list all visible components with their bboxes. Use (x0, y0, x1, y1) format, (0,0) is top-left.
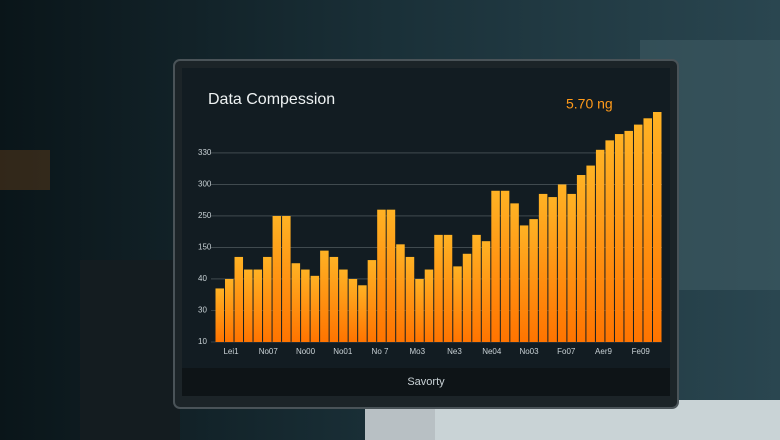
window-light (0, 150, 50, 190)
bar (633, 124, 643, 342)
bar (253, 269, 263, 342)
bar (595, 149, 605, 342)
bar (348, 278, 358, 342)
bar (538, 193, 548, 342)
y-tick-label: 300 (198, 180, 212, 189)
bar (272, 215, 282, 342)
y-tick-label: 10 (198, 337, 207, 346)
bar (424, 269, 434, 342)
bar (301, 269, 310, 342)
bar (557, 184, 567, 342)
x-tick-label: No07 (259, 347, 279, 356)
bar (234, 256, 244, 342)
bar (491, 190, 500, 342)
bar (443, 234, 453, 342)
bezel (182, 368, 670, 396)
bar (291, 263, 301, 342)
bar (358, 285, 367, 342)
bar (434, 234, 443, 342)
y-tick-label: 330 (198, 148, 212, 157)
x-tick-label: Aer9 (595, 347, 612, 356)
bar (329, 256, 339, 342)
bar (453, 266, 462, 342)
bar (614, 134, 624, 342)
bar (500, 190, 510, 342)
x-tick-label: Ne3 (447, 347, 462, 356)
bar (263, 256, 272, 342)
bar (462, 253, 472, 342)
bar (481, 241, 491, 342)
headline-value: 5.70 ng (566, 96, 613, 112)
bar (405, 256, 415, 342)
y-tick-label: 150 (198, 243, 212, 252)
bar (652, 112, 662, 342)
bar (225, 278, 234, 342)
x-tick-label: Fe09 (632, 347, 651, 356)
bar (320, 250, 329, 342)
y-tick-label: 30 (198, 306, 207, 315)
footer-label: Savorty (407, 376, 445, 388)
bar (624, 130, 633, 342)
x-tick-label: Mo3 (409, 347, 425, 356)
bar (310, 275, 320, 342)
bar (510, 203, 519, 342)
bar (643, 118, 652, 343)
x-tick-label: No01 (333, 347, 353, 356)
bar (377, 209, 386, 342)
bar (396, 244, 405, 342)
bar (386, 209, 396, 342)
y-tick-label: 250 (198, 211, 212, 220)
x-tick-label: Lei1 (223, 347, 239, 356)
chart-title: Data Compession (208, 91, 335, 108)
bar (415, 278, 424, 342)
plot: 10 30 40 150 250 300 330 Lei1 No07 No00 No01 No 7 Mo… (198, 112, 662, 356)
bar (367, 260, 377, 342)
x-tick-label: Fo07 (557, 347, 576, 356)
bar (586, 165, 595, 342)
bar (567, 193, 576, 342)
bar (339, 269, 348, 342)
x-tick-label: Ne04 (482, 347, 502, 356)
bar (519, 225, 529, 342)
bar (605, 140, 614, 342)
x-tick-label: No03 (519, 347, 539, 356)
chair (80, 260, 180, 440)
bar (548, 197, 557, 342)
bar (576, 175, 586, 342)
bar (215, 288, 225, 342)
bar (282, 215, 291, 342)
x-tick-label: No00 (296, 347, 316, 356)
y-tick-label: 40 (198, 274, 207, 283)
bar (472, 234, 481, 342)
x-tick-label: No 7 (372, 347, 389, 356)
bar (529, 219, 538, 342)
bar (244, 269, 253, 342)
